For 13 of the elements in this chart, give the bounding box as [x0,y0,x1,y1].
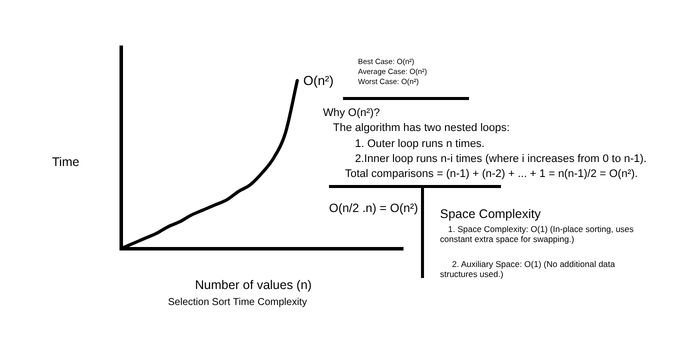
x-axis-title: Number of values (n) [195,278,312,293]
text: Selection Sort Time Complexity [168,297,307,309]
annotation: 1. Outer loop runs n times. [355,138,485,152]
series-label: O(n²) [303,73,334,88]
annotation: Why O(n²)? [323,107,380,120]
annotation: Total comparisons = (n-1) + (n-2) + ... + 1 = n(n-1)/2 = O(n²). [345,168,638,182]
annotation: O(n/2 .n) = O(n²) [329,201,418,216]
annotation: 2.Inner loop runs n-i times (where i increases from 0 to n-1). [355,153,647,166]
annotation: The algorithm has two nested loops: [333,122,510,136]
y-axis-title: Time [52,155,80,170]
text: Space Complexity [440,207,541,222]
text: 2. Auxiliary Space: O(1) (No additional data structures used.) [440,259,616,280]
text: 1. Space Complexity: O(1) (In-place sorting, uses constant extra space for swapping.) [440,224,635,244]
